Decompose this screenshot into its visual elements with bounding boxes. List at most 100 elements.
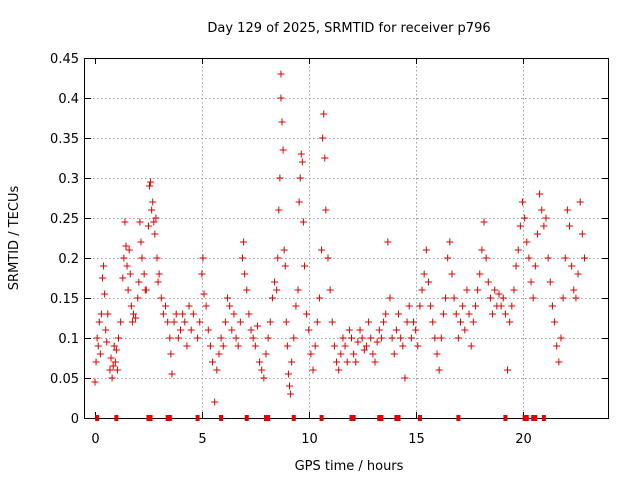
data-point [152,214,160,222]
data-point [123,262,131,270]
data-point [147,178,155,186]
data-point [519,198,526,206]
data-point [499,294,507,302]
data-point [303,310,311,318]
data-point [140,270,148,278]
data-point [367,334,375,342]
zero-marker [195,415,200,421]
data-point [504,366,512,374]
data-point [568,262,576,270]
data-point [292,302,300,310]
data-point [433,350,441,358]
data-point [110,342,118,350]
data-point [525,254,533,262]
data-point [92,358,100,366]
zero-marker [264,415,268,421]
data-point [459,302,467,310]
data-point [102,326,110,334]
data-point [407,334,415,342]
data-point [339,334,347,342]
data-point [358,334,366,342]
zero-marker [266,415,271,421]
data-point [474,286,482,294]
data-point [384,238,392,246]
data-point [420,270,428,278]
data-point [576,198,584,206]
data-point [283,342,291,350]
data-point [536,190,544,198]
data-point [299,218,307,226]
y-tick-label: 0.45 [50,52,79,67]
data-point [570,286,578,294]
data-point [471,302,479,310]
data-point [170,318,178,326]
data-point [501,310,509,318]
data-point [572,294,580,302]
data-point [341,342,349,350]
data-point [295,198,303,206]
data-point [542,214,550,222]
zero-marker [524,415,529,421]
data-point [546,278,554,286]
data-point [580,254,588,262]
data-point [277,70,285,78]
data-point [529,294,537,302]
data-point [135,278,143,286]
y-tick-label: 0.05 [50,372,79,387]
data-point [251,342,259,350]
plot-frame [84,58,609,419]
data-point [465,310,473,318]
data-point [281,262,289,270]
data-point [403,318,411,326]
zero-marker [165,415,170,421]
data-point [106,366,114,374]
zero-marker [349,415,354,421]
data-point [563,206,571,214]
data-point [236,318,244,326]
data-point [478,246,486,254]
data-point [320,110,328,118]
data-point [491,286,499,294]
data-point [241,270,249,278]
data-point [480,218,488,226]
data-point [377,334,385,342]
data-point [405,302,413,310]
data-point [284,370,292,378]
data-point [484,278,492,286]
zero-marker [377,415,382,421]
data-point [234,342,242,350]
data-point [298,158,306,166]
data-point [531,262,539,270]
data-point [452,310,460,318]
data-point [437,334,445,342]
zero-marker [146,415,151,421]
data-point [416,302,424,310]
data-point [200,290,208,298]
data-point [333,358,341,366]
data-point [162,302,170,310]
y-axis: 0 0.05 0.1 0.15 0.2 0.25 0.3 0.35 0.4 0.45 [50,52,608,427]
data-point [457,318,465,326]
zero-marker [319,415,324,421]
data-point [127,302,135,310]
data-point [482,254,490,262]
zero-marker [503,415,508,421]
data-point [555,358,563,366]
data-point [211,398,219,406]
data-point [365,318,373,326]
data-point [98,274,106,282]
data-point [226,302,234,310]
zero-marker [148,415,153,421]
data-point [185,302,193,310]
data-point [153,254,161,262]
data-point [249,334,257,342]
data-point [551,318,559,326]
data-point [388,334,396,342]
data-point [382,310,390,318]
data-point [136,218,144,226]
data-point [380,318,388,326]
data-point [230,310,238,318]
data-point [179,310,187,318]
data-point [318,246,326,254]
